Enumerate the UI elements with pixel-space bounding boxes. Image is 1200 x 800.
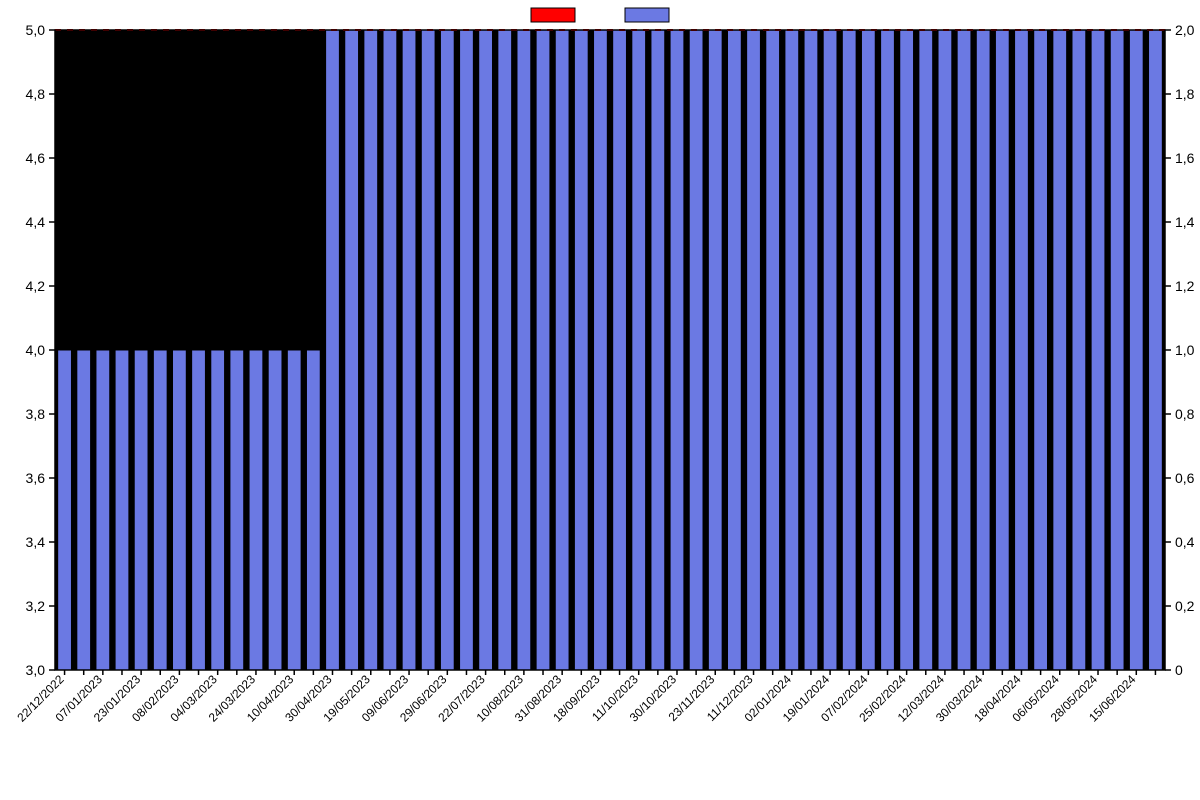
y-right-tick-label: 0,4 xyxy=(1175,534,1195,550)
y-right-tick-label: 0,8 xyxy=(1175,406,1195,422)
bar xyxy=(900,30,914,670)
y-left-tick-label: 4,0 xyxy=(26,342,46,358)
bar xyxy=(1034,30,1048,670)
bar xyxy=(823,30,837,670)
bar xyxy=(1091,30,1105,670)
bar xyxy=(766,30,780,670)
bar xyxy=(919,30,933,670)
y-left-tick-label: 4,6 xyxy=(26,150,46,166)
chart-container: 3,0 3,2 3,4 3,6 3,8 4,0 4,2 4,4 4,6 4,8 5,0 0 0,2 0,4… xyxy=(0,0,1200,800)
y-right-tick-label: 1,4 xyxy=(1175,214,1195,230)
y-right-tick-label: 0,2 xyxy=(1175,598,1195,614)
bar xyxy=(747,30,761,670)
y-right-tick-label: 0,6 xyxy=(1175,470,1195,486)
y-right-tick-label: 2,0 xyxy=(1175,22,1195,38)
bar xyxy=(632,30,646,670)
bar xyxy=(306,350,320,670)
bar xyxy=(153,350,167,670)
y-left-tick-label: 3,8 xyxy=(26,406,46,422)
bar xyxy=(842,30,856,670)
bar xyxy=(995,30,1009,670)
bar xyxy=(345,30,359,670)
bar xyxy=(134,350,148,670)
bar xyxy=(96,350,110,670)
bar xyxy=(58,350,72,670)
bar xyxy=(268,350,282,670)
bar xyxy=(804,30,818,670)
y-left-tick-label: 4,8 xyxy=(26,86,46,102)
y-right-tick-label: 0 xyxy=(1175,662,1183,678)
bar xyxy=(364,30,378,670)
bar xyxy=(249,350,263,670)
bar xyxy=(115,350,129,670)
bar xyxy=(785,30,799,670)
bar xyxy=(211,350,225,670)
y-left-tick-label: 4,2 xyxy=(26,278,46,294)
bar xyxy=(976,30,990,670)
bar-chart: 3,0 3,2 3,4 3,6 3,8 4,0 4,2 4,4 4,6 4,8 5,0 0 0,2 0,4… xyxy=(0,0,1200,800)
bar xyxy=(440,30,454,670)
bar xyxy=(460,30,474,670)
bar xyxy=(421,30,435,670)
bar xyxy=(192,350,206,670)
bar xyxy=(1110,30,1124,670)
legend-swatch xyxy=(531,8,575,22)
bar xyxy=(402,30,416,670)
bar xyxy=(1053,30,1067,670)
bar xyxy=(881,30,895,670)
bar xyxy=(689,30,703,670)
bar xyxy=(498,30,512,670)
bar xyxy=(536,30,550,670)
bar xyxy=(861,30,875,670)
bar xyxy=(77,350,91,670)
legend-swatch xyxy=(625,8,669,22)
y-left-tick-label: 3,0 xyxy=(26,662,46,678)
bar xyxy=(594,30,608,670)
bar xyxy=(1129,30,1143,670)
bar xyxy=(957,30,971,670)
bar xyxy=(651,30,665,670)
y-left-tick-label: 5,0 xyxy=(26,22,46,38)
y-left-tick-label: 4,4 xyxy=(26,214,46,230)
bar xyxy=(1149,30,1163,670)
y-right-tick-label: 1,6 xyxy=(1175,150,1195,166)
bar xyxy=(555,30,569,670)
bar xyxy=(517,30,531,670)
bar xyxy=(574,30,588,670)
bar xyxy=(670,30,684,670)
y-left-tick-label: 3,4 xyxy=(26,534,46,550)
bar xyxy=(613,30,627,670)
bar xyxy=(326,30,340,670)
y-right-tick-label: 1,2 xyxy=(1175,278,1195,294)
bar xyxy=(938,30,952,670)
bar xyxy=(287,350,301,670)
y-left-tick-label: 3,6 xyxy=(26,470,46,486)
bar xyxy=(1015,30,1029,670)
bar xyxy=(383,30,397,670)
bar xyxy=(173,350,187,670)
y-right-tick-label: 1,0 xyxy=(1175,342,1195,358)
bar xyxy=(230,350,244,670)
y-right-tick-label: 1,8 xyxy=(1175,86,1195,102)
bar xyxy=(708,30,722,670)
bar xyxy=(1072,30,1086,670)
y-left-tick-label: 3,2 xyxy=(26,598,46,614)
bar xyxy=(728,30,742,670)
bar xyxy=(479,30,493,670)
